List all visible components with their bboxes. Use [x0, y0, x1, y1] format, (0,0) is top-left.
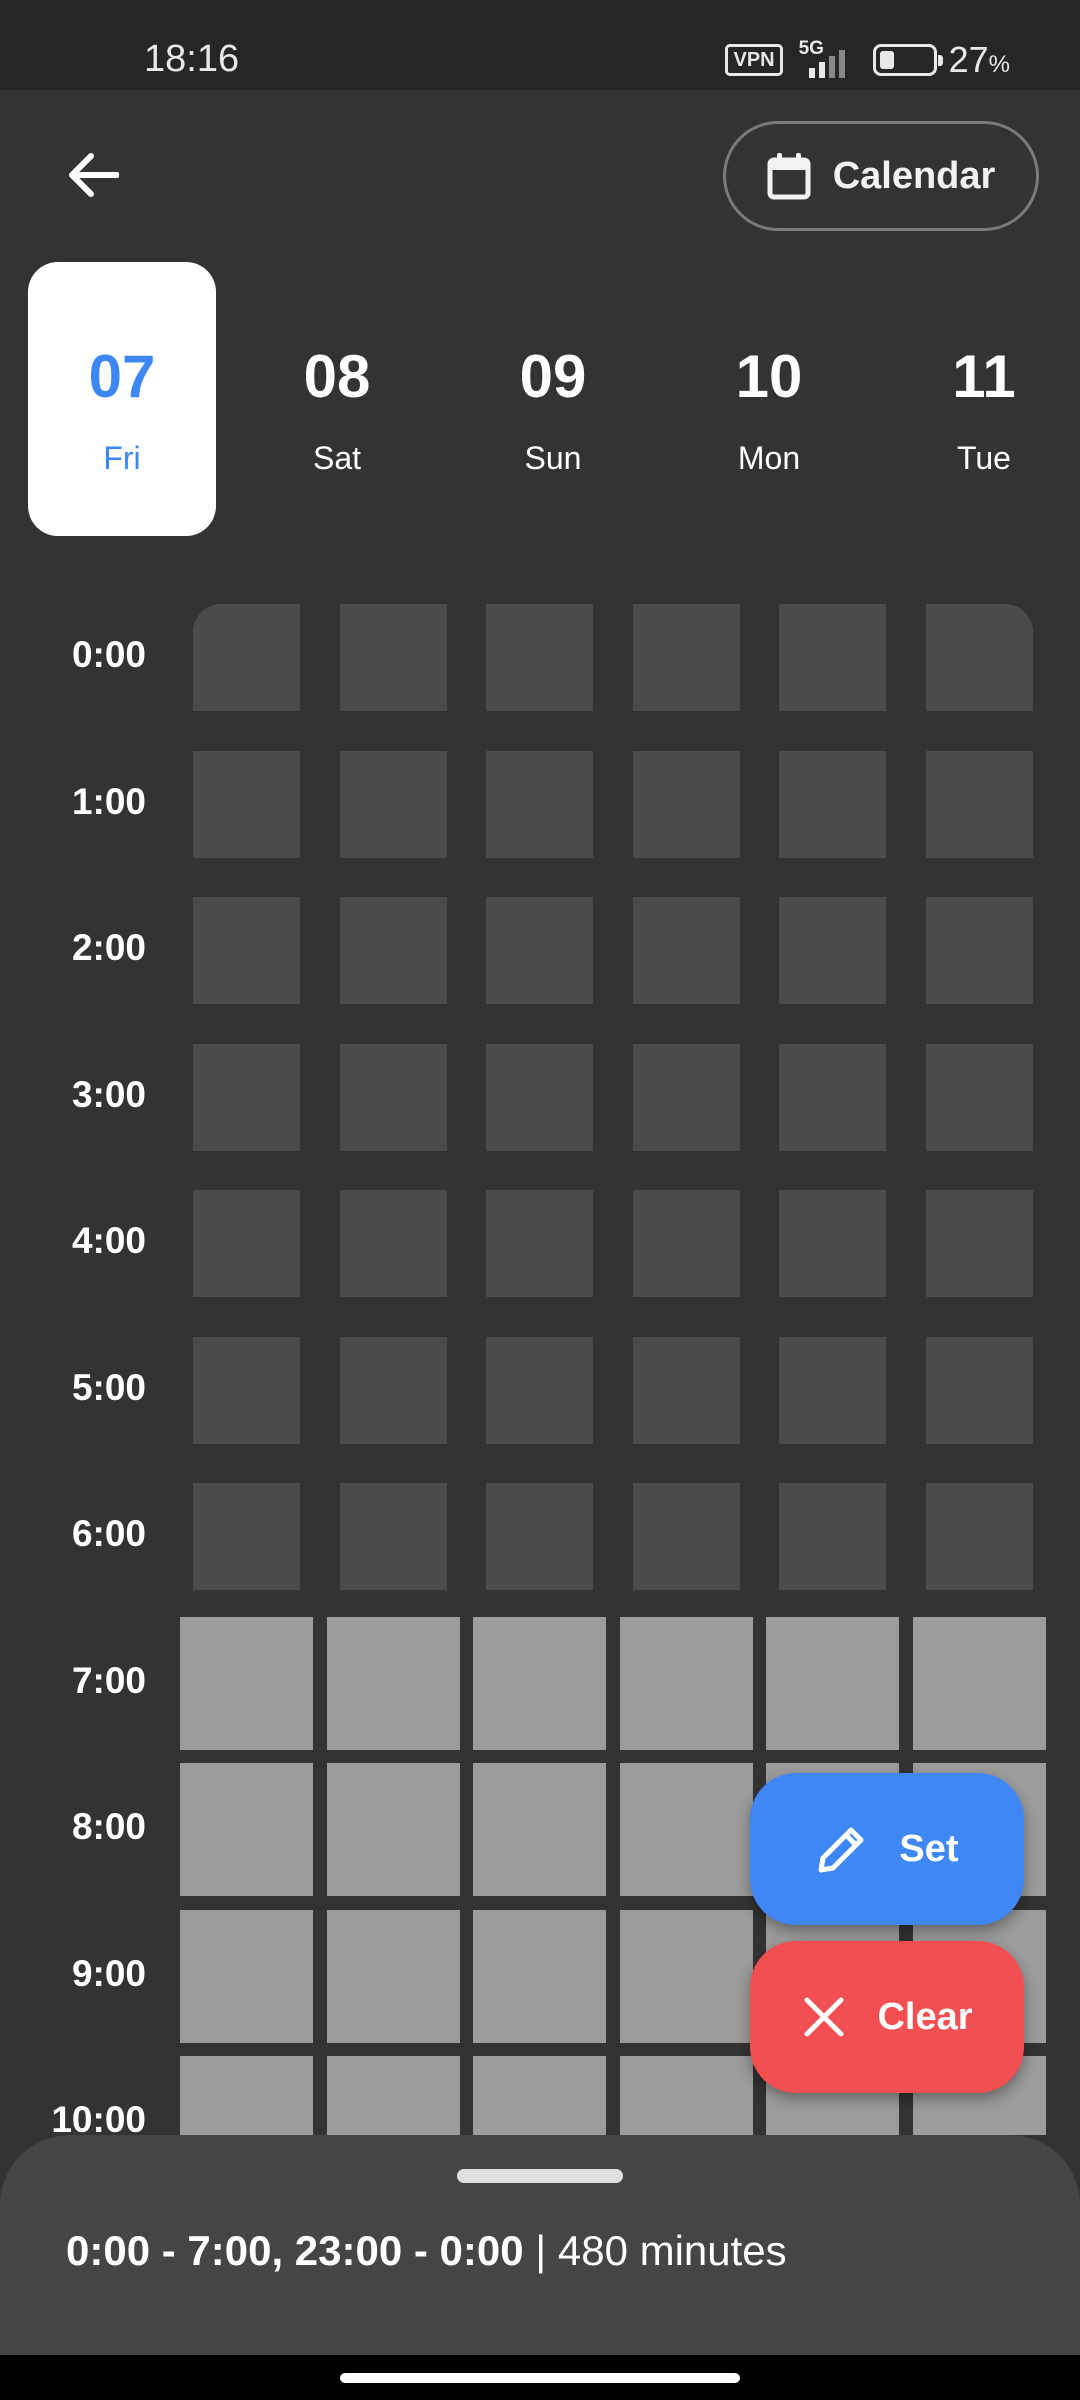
time-slot-cell[interactable] [193, 604, 300, 711]
close-icon [801, 1994, 847, 2040]
home-indicator[interactable] [340, 2373, 740, 2383]
pencil-icon [815, 1822, 869, 1876]
time-slot-cell[interactable] [633, 751, 740, 858]
set-button-label: Set [899, 1828, 958, 1871]
time-slot-cell[interactable] [193, 1337, 300, 1444]
total-minutes: 480 minutes [558, 2227, 787, 2274]
time-slot-cell[interactable] [327, 1763, 460, 1896]
time-slot-cell[interactable] [633, 1483, 740, 1590]
time-slot-cell[interactable] [926, 1044, 1033, 1151]
hour-label: 4:00 [0, 1220, 146, 1262]
hour-label: 2:00 [0, 927, 146, 969]
hour-label: 10:00 [0, 2099, 146, 2135]
time-slot-cell[interactable] [193, 751, 300, 858]
summary-sheet[interactable]: 0:00 - 7:00, 23:00 - 0:00 | 480 minutes [0, 2135, 1080, 2355]
time-slot-cell[interactable] [926, 604, 1033, 711]
time-slot-cell[interactable] [473, 2056, 606, 2135]
time-slot-cell[interactable] [926, 1190, 1033, 1297]
clear-button-label: Clear [877, 1996, 972, 2039]
hour-label: 8:00 [0, 1806, 146, 1848]
summary-separator: | [535, 2227, 546, 2274]
system-navigation-bar [0, 2355, 1080, 2400]
time-slot-cell[interactable] [340, 1190, 447, 1297]
time-slot-cell[interactable] [327, 2056, 460, 2135]
time-slot-cell[interactable] [766, 1617, 899, 1750]
hour-label: 6:00 [0, 1513, 146, 1555]
time-slot-cell[interactable] [193, 1190, 300, 1297]
time-slot-cell[interactable] [486, 1483, 593, 1590]
time-slot-cell[interactable] [926, 1483, 1033, 1590]
time-slot-cell[interactable] [633, 1337, 740, 1444]
time-slot-cell[interactable] [340, 604, 447, 711]
time-slot-cell[interactable] [193, 1044, 300, 1151]
hour-label: 9:00 [0, 1953, 146, 1995]
hour-label: 0:00 [0, 634, 146, 676]
selected-ranges: 0:00 - 7:00, 23:00 - 0:00 [66, 2227, 524, 2274]
time-slot-cell[interactable] [180, 1763, 313, 1896]
time-slot-cell[interactable] [779, 1044, 886, 1151]
time-slot-cell[interactable] [193, 1483, 300, 1590]
time-slot-cell[interactable] [486, 1190, 593, 1297]
time-slot-cell[interactable] [327, 1617, 460, 1750]
clear-button[interactable]: Clear [750, 1941, 1024, 2093]
time-slot-cell[interactable] [340, 751, 447, 858]
time-slot-cell[interactable] [779, 751, 886, 858]
time-slot-cell[interactable] [913, 1617, 1046, 1750]
time-slot-cell[interactable] [486, 1044, 593, 1151]
time-slot-cell[interactable] [633, 604, 740, 711]
sheet-drag-handle[interactable] [457, 2169, 623, 2183]
time-slot-cell[interactable] [779, 1337, 886, 1444]
time-slot-cell[interactable] [486, 1337, 593, 1444]
hour-label: 5:00 [0, 1367, 146, 1409]
time-slot-cell[interactable] [779, 1190, 886, 1297]
time-slot-cell[interactable] [633, 897, 740, 1004]
time-slot-cell[interactable] [340, 1337, 447, 1444]
time-slot-cell[interactable] [620, 2056, 753, 2135]
time-slot-cell[interactable] [340, 1483, 447, 1590]
time-slot-cell[interactable] [486, 897, 593, 1004]
selection-summary: 0:00 - 7:00, 23:00 - 0:00 | 480 minutes [66, 2227, 787, 2275]
time-slot-cell[interactable] [779, 897, 886, 1004]
time-slot-cell[interactable] [473, 1617, 606, 1750]
time-slot-cell[interactable] [926, 1337, 1033, 1444]
time-slot-cell[interactable] [473, 1763, 606, 1896]
hour-label: 7:00 [0, 1660, 146, 1702]
time-slot-cell[interactable] [926, 897, 1033, 1004]
time-slot-cell[interactable] [180, 1617, 313, 1750]
time-slot-cell[interactable] [779, 1483, 886, 1590]
time-slot-cell[interactable] [620, 1910, 753, 2043]
time-slot-cell[interactable] [327, 1910, 460, 2043]
time-slot-cell[interactable] [340, 897, 447, 1004]
time-slot-cell[interactable] [193, 897, 300, 1004]
time-slot-cell[interactable] [340, 1044, 447, 1151]
time-slot-cell[interactable] [180, 2056, 313, 2135]
time-slot-cell[interactable] [926, 751, 1033, 858]
time-slot-cell[interactable] [620, 1617, 753, 1750]
hour-label: 1:00 [0, 781, 146, 823]
time-slot-cell[interactable] [486, 604, 593, 711]
hour-label: 3:00 [0, 1074, 146, 1116]
time-slot-cell[interactable] [473, 1910, 606, 2043]
time-slot-cell[interactable] [779, 604, 886, 711]
time-slot-cell[interactable] [633, 1044, 740, 1151]
time-slot-cell[interactable] [633, 1190, 740, 1297]
time-slot-cell[interactable] [180, 1910, 313, 2043]
set-button[interactable]: Set [750, 1773, 1024, 1925]
time-slot-cell[interactable] [620, 1763, 753, 1896]
time-slot-cell[interactable] [486, 751, 593, 858]
